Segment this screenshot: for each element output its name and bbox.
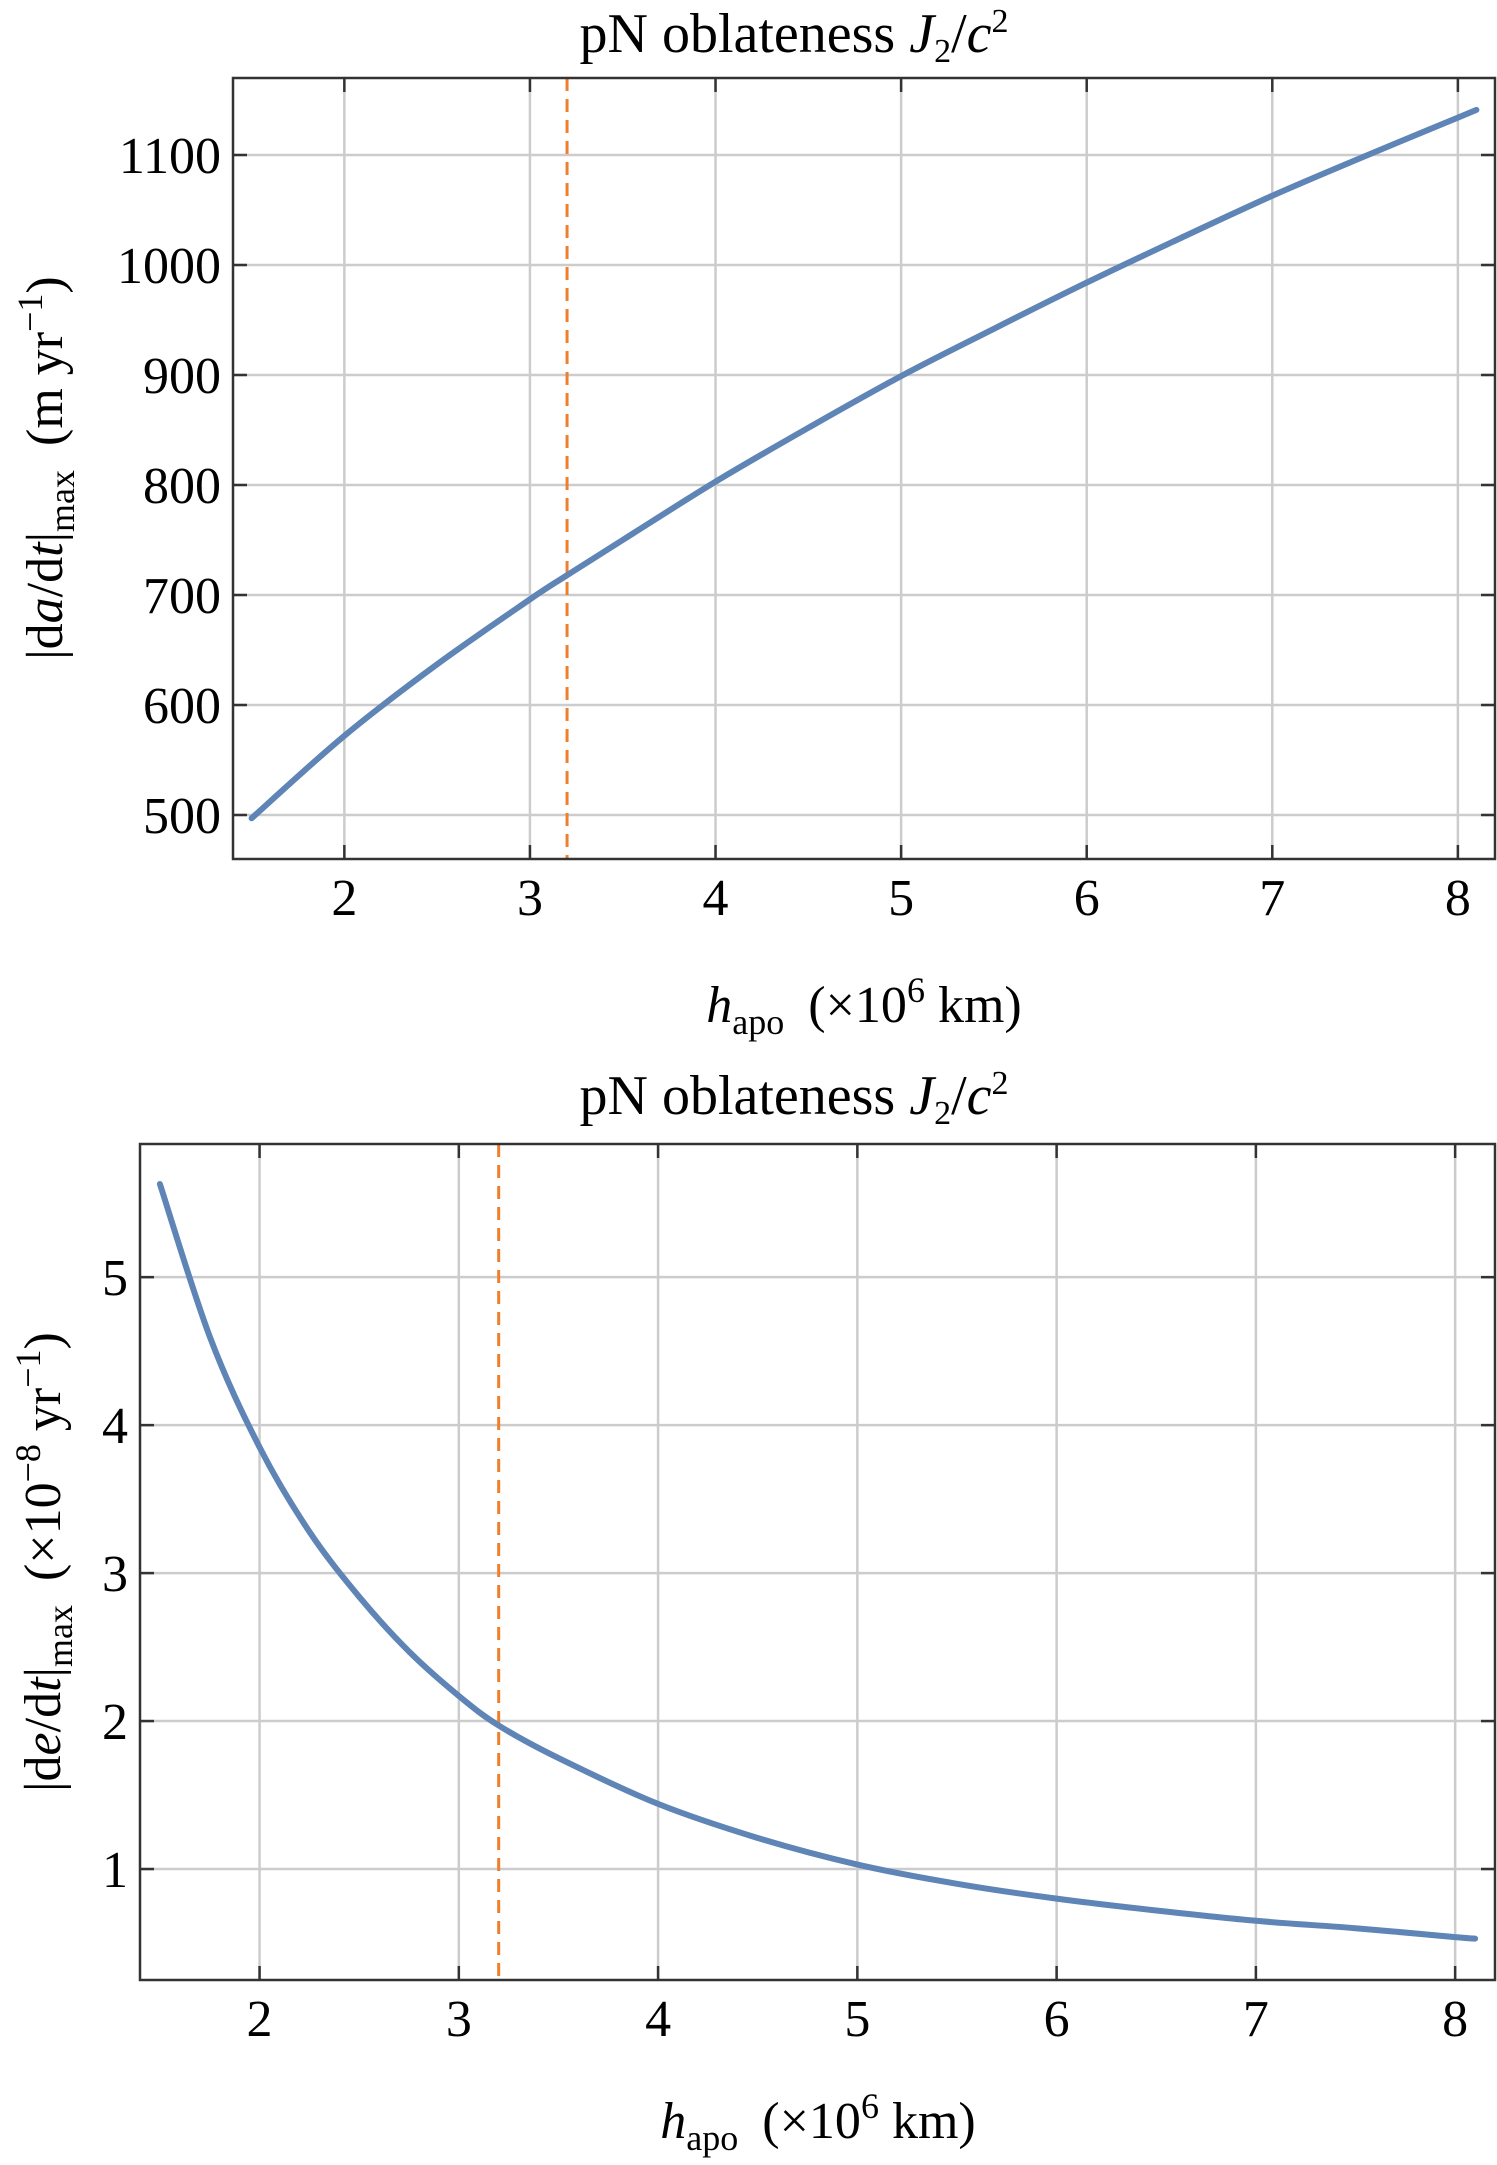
chart-bottom-x-tick-label: 3	[446, 1991, 472, 2048]
chart-top-plot-frame	[231, 76, 1497, 861]
chart-top-y-tick-label: 800	[143, 458, 221, 515]
chart-bottom-plot-frame	[138, 1142, 1497, 1982]
chart-top-y-tick-label: 900	[143, 348, 221, 405]
chart-top-x-ticks: 2 3 4 5 6 7 8	[331, 78, 1471, 927]
chart-top-x-gridlines	[343, 78, 1460, 859]
chart-bottom-x-tick-label: 5	[844, 1991, 870, 2048]
chart-bottom-x-tick-label: 7	[1243, 1991, 1269, 2048]
chart-bottom: pN oblateness J2/c2 2 3 4 5 6 7 8 1 2 3 4 5 hapo (×…	[8, 1065, 1497, 2158]
chart-bottom-y-tick-label: 3	[102, 1546, 128, 1603]
chart-top-series-line	[248, 106, 1480, 822]
chart-bottom-y-ticks: 1 2 3 4 5	[102, 1250, 1495, 1899]
chart-top-x-tick-label: 5	[888, 870, 914, 927]
chart-top-y-ticks: 500 600 700 800 900 1000 1100	[117, 128, 1495, 845]
chart-bottom-x-tick-label: 8	[1442, 1991, 1468, 2048]
chart-bottom-y-tick-label: 4	[102, 1398, 128, 1455]
chart-bottom-title: pN oblateness J2/c2	[580, 1065, 1009, 1132]
chart-bottom-x-tick-label: 4	[645, 1991, 671, 2048]
chart-top-y-tick-label: 700	[143, 568, 221, 625]
chart-bottom-x-gridlines	[258, 1144, 1457, 1980]
chart-top-y-tick-label: 1000	[117, 238, 221, 295]
chart-bottom-y-tick-label: 5	[102, 1250, 128, 1307]
chart-top-y-gridlines	[233, 153, 1495, 817]
chart-top-y-tick-label: 600	[143, 678, 221, 735]
chart-bottom-x-tick-label: 2	[247, 1991, 273, 2048]
chart-bottom-x-tick-label: 6	[1044, 1991, 1070, 2048]
chart-top-y-tick-label: 1100	[119, 128, 221, 185]
chart-top-x-tick-label: 8	[1445, 870, 1471, 927]
chart-bottom-y-axis-label: |de/dt|max(×10−8 yr−1)	[8, 1332, 80, 1792]
chart-top-x-tick-label: 3	[517, 870, 543, 927]
chart-bottom-x-axis-label: hapo (×106 km)	[660, 2086, 975, 2158]
chart-top-title: pN oblateness J2/c2	[580, 3, 1009, 70]
chart-bottom-x-ticks: 2 3 4 5 6 7 8	[247, 1144, 1468, 2048]
chart-top: pN oblateness J2/c2 2 3 4 5 6 7 8 500 600 700 800…	[10, 3, 1497, 1042]
chart-top-x-tick-label: 7	[1259, 870, 1285, 927]
chart-top-x-tick-label: 6	[1074, 870, 1100, 927]
chart-top-x-tick-label: 4	[703, 870, 729, 927]
chart-top-y-tick-label: 500	[143, 788, 221, 845]
chart-bottom-y-tick-label: 1	[102, 1842, 128, 1899]
chart-bottom-y-gridlines	[140, 1275, 1495, 1871]
chart-top-x-axis-label: hapo (×106 km)	[706, 970, 1021, 1042]
chart-top-x-tick-label: 2	[331, 870, 357, 927]
chart-bottom-y-tick-label: 2	[102, 1694, 128, 1751]
chart-bottom-series-line	[156, 1181, 1479, 1942]
chart-top-y-axis-label: |da/dt|max(m yr−1)	[10, 276, 82, 659]
